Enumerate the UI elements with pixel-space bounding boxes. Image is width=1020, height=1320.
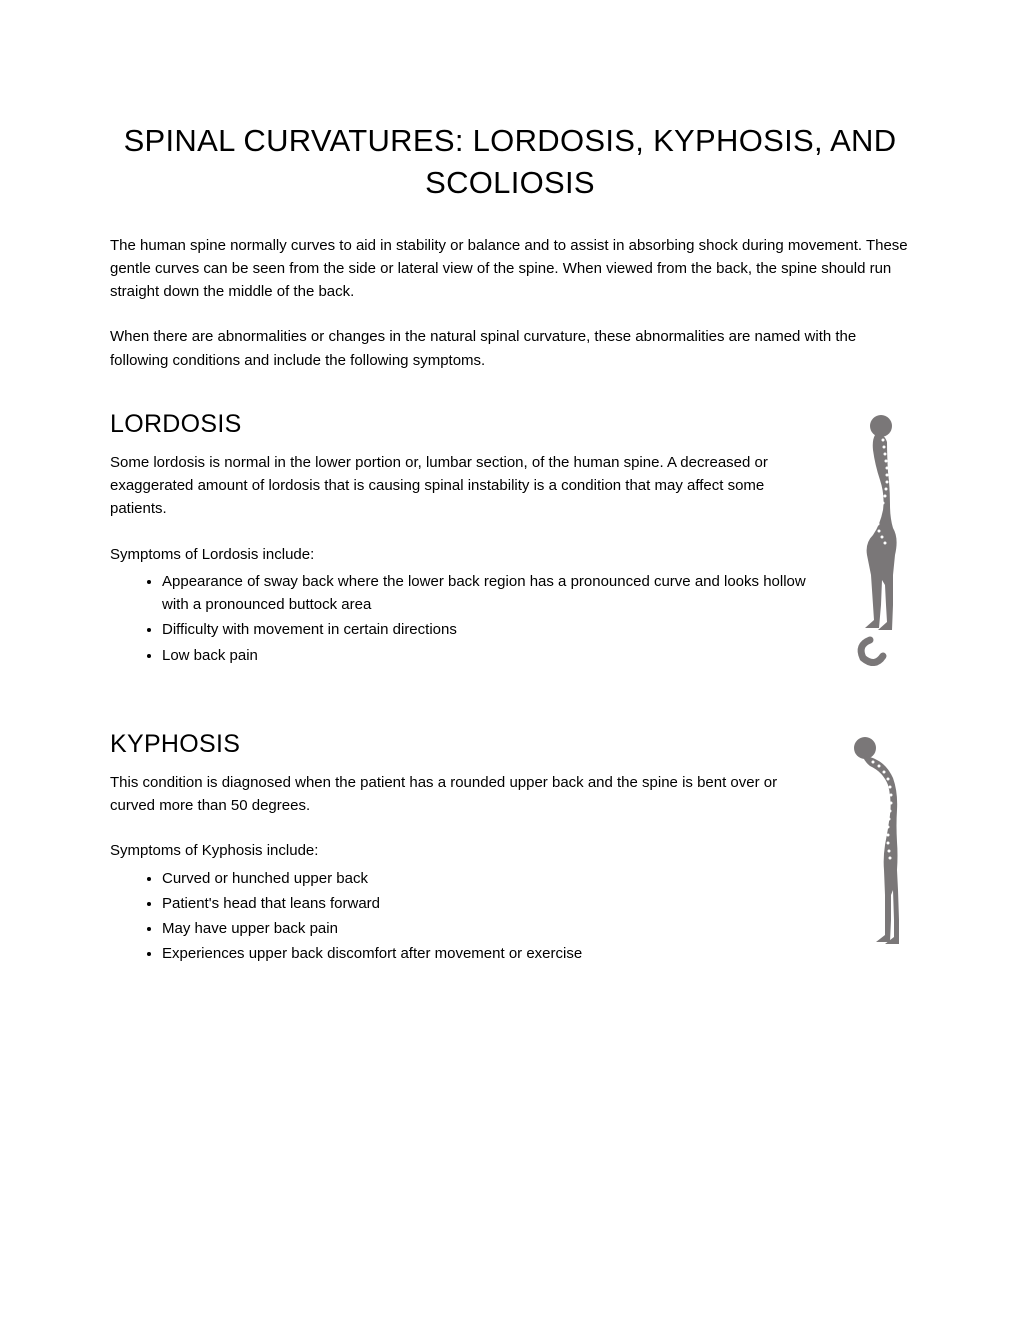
- lordosis-silhouette-icon: [835, 410, 910, 670]
- list-item: Patient's head that leans forward: [162, 892, 815, 915]
- kyphosis-silhouette-icon: [835, 730, 910, 970]
- kyphosis-symptoms-list: Curved or hunched upper back Patient's h…: [110, 867, 815, 966]
- lordosis-section: LORDOSIS Some lordosis is normal in the …: [110, 410, 910, 670]
- page-title: SPINAL CURVATURES: LORDOSIS, KYPHOSIS, A…: [110, 120, 910, 204]
- lordosis-description: Some lordosis is normal in the lower por…: [110, 451, 815, 521]
- list-item: Difficulty with movement in certain dire…: [162, 618, 815, 641]
- kyphosis-heading: KYPHOSIS: [110, 730, 815, 759]
- kyphosis-symptoms-intro: Symptoms of Kyphosis include:: [110, 839, 815, 862]
- intro-paragraph-2: When there are abnormalities or changes …: [110, 325, 910, 372]
- intro-block: The human spine normally curves to aid i…: [110, 234, 910, 372]
- document-page: SPINAL CURVATURES: LORDOSIS, KYPHOSIS, A…: [0, 0, 1020, 1030]
- list-item: Low back pain: [162, 644, 815, 667]
- lordosis-symptoms-intro: Symptoms of Lordosis include:: [110, 543, 815, 566]
- list-item: May have upper back pain: [162, 917, 815, 940]
- kyphosis-content: KYPHOSIS This condition is diagnosed whe…: [110, 730, 815, 970]
- lordosis-heading: LORDOSIS: [110, 410, 815, 439]
- lordosis-content: LORDOSIS Some lordosis is normal in the …: [110, 410, 815, 670]
- list-item: Experiences upper back discomfort after …: [162, 942, 815, 965]
- kyphosis-figure: [835, 730, 910, 970]
- kyphosis-description: This condition is diagnosed when the pat…: [110, 771, 815, 818]
- lordosis-symptoms-list: Appearance of sway back where the lower …: [110, 570, 815, 667]
- kyphosis-section: KYPHOSIS This condition is diagnosed whe…: [110, 730, 910, 970]
- lordosis-figure: [835, 410, 910, 670]
- list-item: Appearance of sway back where the lower …: [162, 570, 815, 617]
- intro-paragraph-1: The human spine normally curves to aid i…: [110, 234, 910, 304]
- list-item: Curved or hunched upper back: [162, 867, 815, 890]
